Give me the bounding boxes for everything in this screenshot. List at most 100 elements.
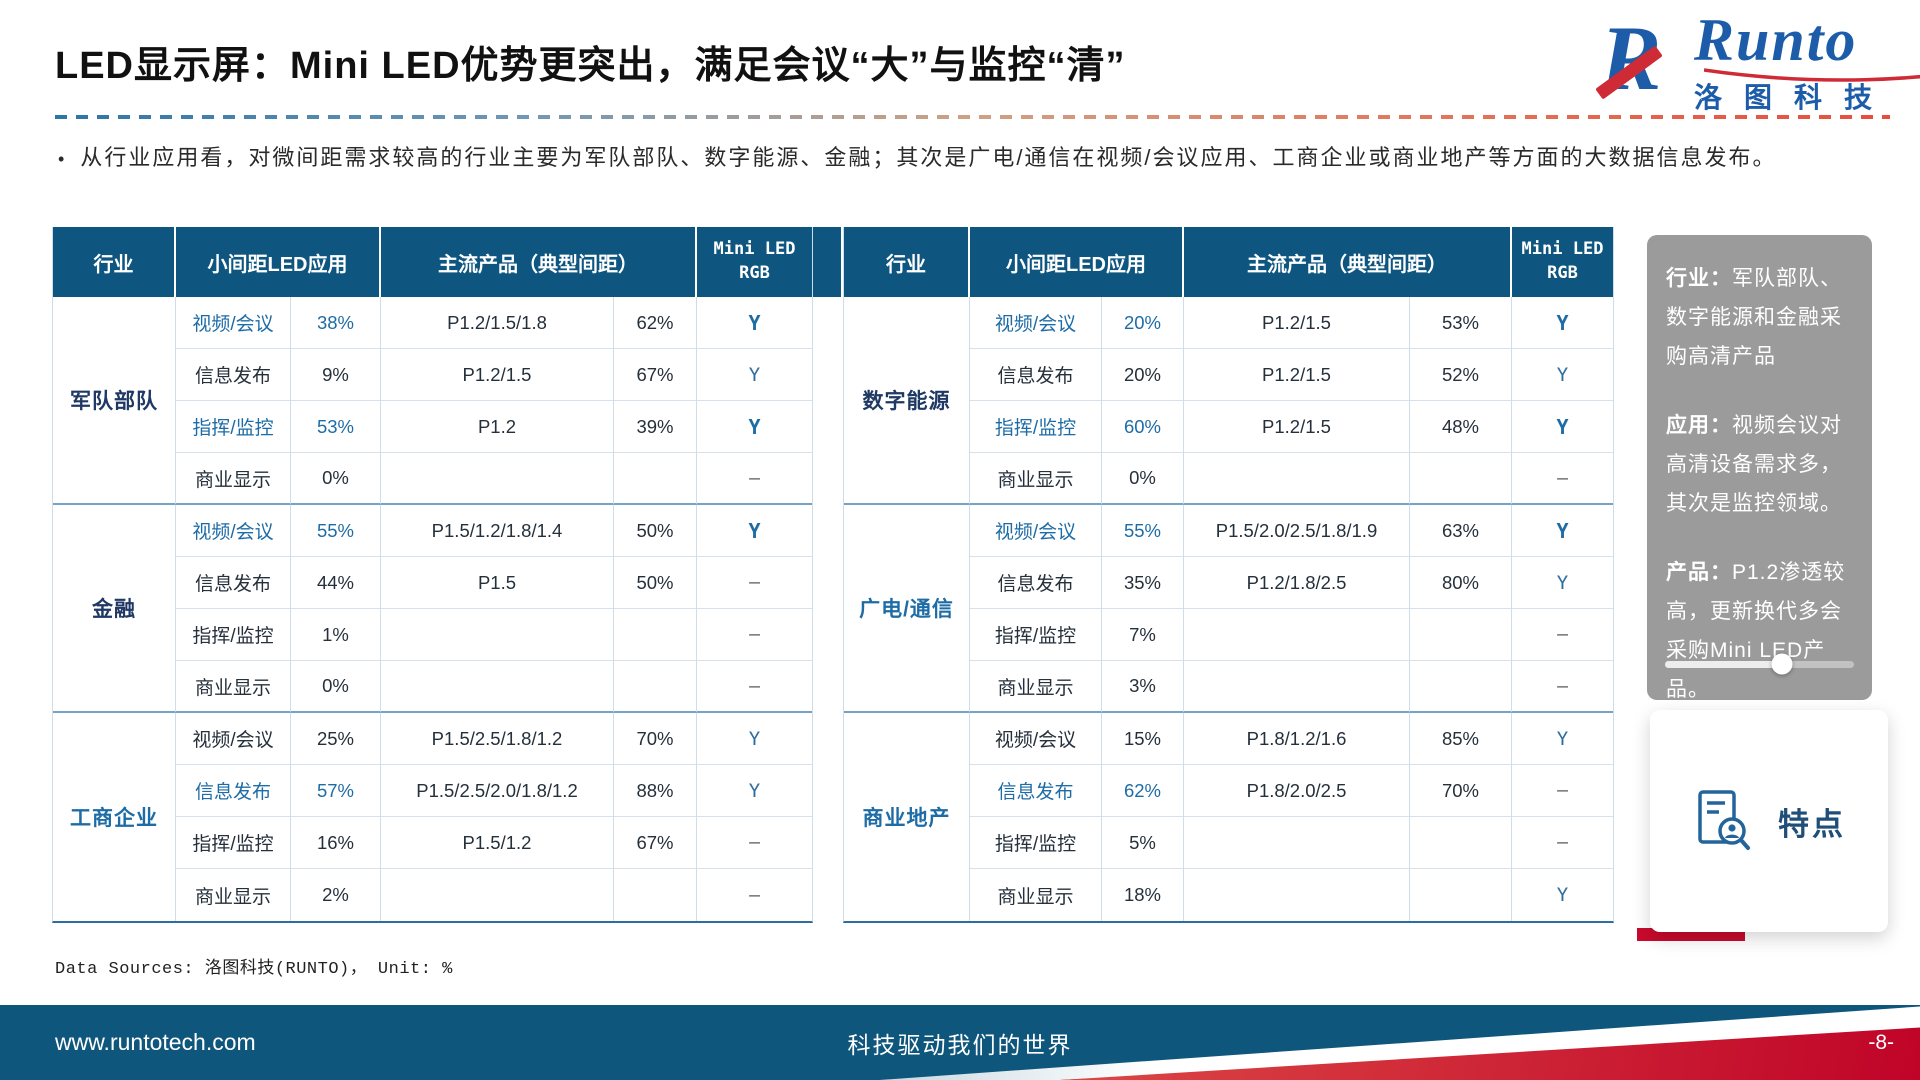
panel-slider[interactable]	[1665, 653, 1854, 675]
cell-app-share: 9%	[291, 349, 381, 401]
cell-mini-led: Y	[1512, 401, 1613, 453]
table-right: 行业 小间距LED应用 主流产品（典型间距） Mini LED RGB 数字能源 视频/会…	[843, 227, 1614, 923]
cell-app-share: 0%	[1102, 453, 1184, 505]
cell-mini-led: Y	[697, 349, 812, 401]
cell-products	[1184, 661, 1410, 713]
cell-product-share	[614, 609, 697, 661]
cell-products: P1.5/1.2/1.8/1.4	[381, 505, 614, 557]
cell-product-share: 52%	[1410, 349, 1512, 401]
cell-product-share: 88%	[614, 765, 697, 817]
cell-mini-led: –	[697, 609, 812, 661]
cell-app: 信息发布	[176, 765, 291, 817]
cell-app-share: 20%	[1102, 349, 1184, 401]
data-source-note: Data Sources: 洛图科技(RUNTO)， Unit: %	[55, 960, 453, 979]
feature-card-label: 特点	[1778, 806, 1846, 842]
industry-cell: 金融	[53, 505, 176, 713]
cell-mini-led: Y	[697, 765, 812, 817]
cell-app: 指挥/监控	[970, 609, 1102, 661]
cell-app: 视频/会议	[176, 505, 291, 557]
col-header-industry: 行业	[53, 227, 176, 297]
cell-product-share: 63%	[1410, 505, 1512, 557]
cell-products	[1184, 869, 1410, 921]
cell-products	[1184, 453, 1410, 505]
feature-card: 特点	[1650, 710, 1888, 932]
cell-mini-led: –	[697, 869, 812, 921]
cell-app-share: 20%	[1102, 297, 1184, 349]
cell-product-share: 70%	[614, 713, 697, 765]
slider-thumb[interactable]	[1771, 653, 1793, 675]
cell-app: 商业显示	[176, 869, 291, 921]
cell-products	[381, 453, 614, 505]
cell-mini-led: Y	[697, 401, 812, 453]
logo-texts: Runto 洛图科技	[1693, 7, 1920, 116]
cell-products: P1.8/2.0/2.5	[1184, 765, 1410, 817]
cell-products	[381, 609, 614, 661]
cell-app-share: 62%	[1102, 765, 1184, 817]
cell-app: 指挥/监控	[176, 817, 291, 869]
cell-product-share: 70%	[1410, 765, 1512, 817]
cell-mini-led: –	[697, 557, 812, 609]
cell-app-share: 3%	[1102, 661, 1184, 713]
cell-app: 信息发布	[970, 765, 1102, 817]
cell-product-share: 67%	[614, 817, 697, 869]
cell-app: 商业显示	[176, 453, 291, 505]
industry-cell: 军队部队	[53, 297, 176, 505]
cell-mini-led: Y	[1512, 349, 1613, 401]
cell-app: 视频/会议	[176, 713, 291, 765]
cell-product-share: 50%	[614, 557, 697, 609]
cell-mini-led: Y	[697, 297, 812, 349]
intro-bullet-text: 从行业应用看，对微间距需求较高的行业主要为军队部队、数字能源、金融；其次是广电/…	[80, 145, 1777, 170]
cell-products: P1.2/1.5	[381, 349, 614, 401]
cell-product-share	[614, 869, 697, 921]
cell-products: P1.2/1.5	[1184, 349, 1410, 401]
logo-swoosh-icon	[1703, 68, 1920, 82]
cell-product-share: 53%	[1410, 297, 1512, 349]
logo-brand-text: Runto	[1693, 7, 1858, 73]
cell-app: 商业显示	[970, 661, 1102, 713]
cell-mini-led: –	[1512, 661, 1613, 713]
side-panel: 行业：军队部队、数字能源和金融采购高清产品 应用：视频会议对高清设备需求多，其次…	[1647, 235, 1872, 701]
cell-product-share: 48%	[1410, 401, 1512, 453]
cell-product-share: 67%	[614, 349, 697, 401]
logo-cn-text: 洛图科技	[1693, 82, 1894, 113]
cell-app-share: 0%	[291, 661, 381, 713]
industry-cell: 商业地产	[844, 713, 970, 921]
cell-app-share: 7%	[1102, 609, 1184, 661]
cell-product-share	[614, 661, 697, 713]
col-header-app: 小间距LED应用	[970, 227, 1184, 297]
cell-app: 商业显示	[176, 661, 291, 713]
page-title: LED显示屏：Mini LED优势更突出，满足会议“大”与监控“清”	[55, 45, 1126, 87]
panel-paragraph: 应用：视频会议对高清设备需求多，其次是监控领域。	[1666, 406, 1853, 523]
cell-product-share	[1410, 609, 1512, 661]
cell-products: P1.5/1.2	[381, 817, 614, 869]
logo-r-mark-icon: R	[1595, 10, 1688, 106]
cell-mini-led: –	[1512, 765, 1613, 817]
cell-mini-led: Y	[697, 713, 812, 765]
footer-slogan: 科技驱动我们的世界	[847, 1031, 1073, 1058]
title-divider	[55, 115, 1890, 119]
cell-products: P1.2/1.5	[1184, 401, 1410, 453]
cell-mini-led: Y	[1512, 869, 1613, 921]
cell-app-share: 55%	[291, 505, 381, 557]
cell-app: 商业显示	[970, 453, 1102, 505]
panel-label: 应用：	[1666, 414, 1732, 437]
panel-paragraph: 产品：P1.2渗透较高，更新换代多会采购Mini LED产品。	[1666, 553, 1853, 709]
footer-page-number: -8-	[1868, 1030, 1894, 1054]
cell-app-share: 1%	[291, 609, 381, 661]
industry-cell: 广电/通信	[844, 505, 970, 713]
cell-product-share	[1410, 817, 1512, 869]
cell-product-share: 62%	[614, 297, 697, 349]
cell-app: 信息发布	[970, 557, 1102, 609]
table-left: 行业 小间距LED应用 主流产品（典型间距） Mini LED RGB 军队部队 视频/会…	[52, 227, 813, 923]
col-header-mini: Mini LED RGB	[697, 227, 812, 297]
cell-app-share: 53%	[291, 401, 381, 453]
cell-products: P1.2	[381, 401, 614, 453]
cell-app-share: 0%	[291, 453, 381, 505]
cell-app: 商业显示	[970, 869, 1102, 921]
cell-app-share: 57%	[291, 765, 381, 817]
col-header-products: 主流产品（典型间距）	[381, 227, 697, 297]
cell-app-share: 55%	[1102, 505, 1184, 557]
cell-app: 视频/会议	[176, 297, 291, 349]
runto-logo: R Runto 洛图科技	[1595, 10, 1920, 113]
panel-text: 视频会议对高清设备需求多，其次是监控领域。	[1666, 414, 1842, 515]
